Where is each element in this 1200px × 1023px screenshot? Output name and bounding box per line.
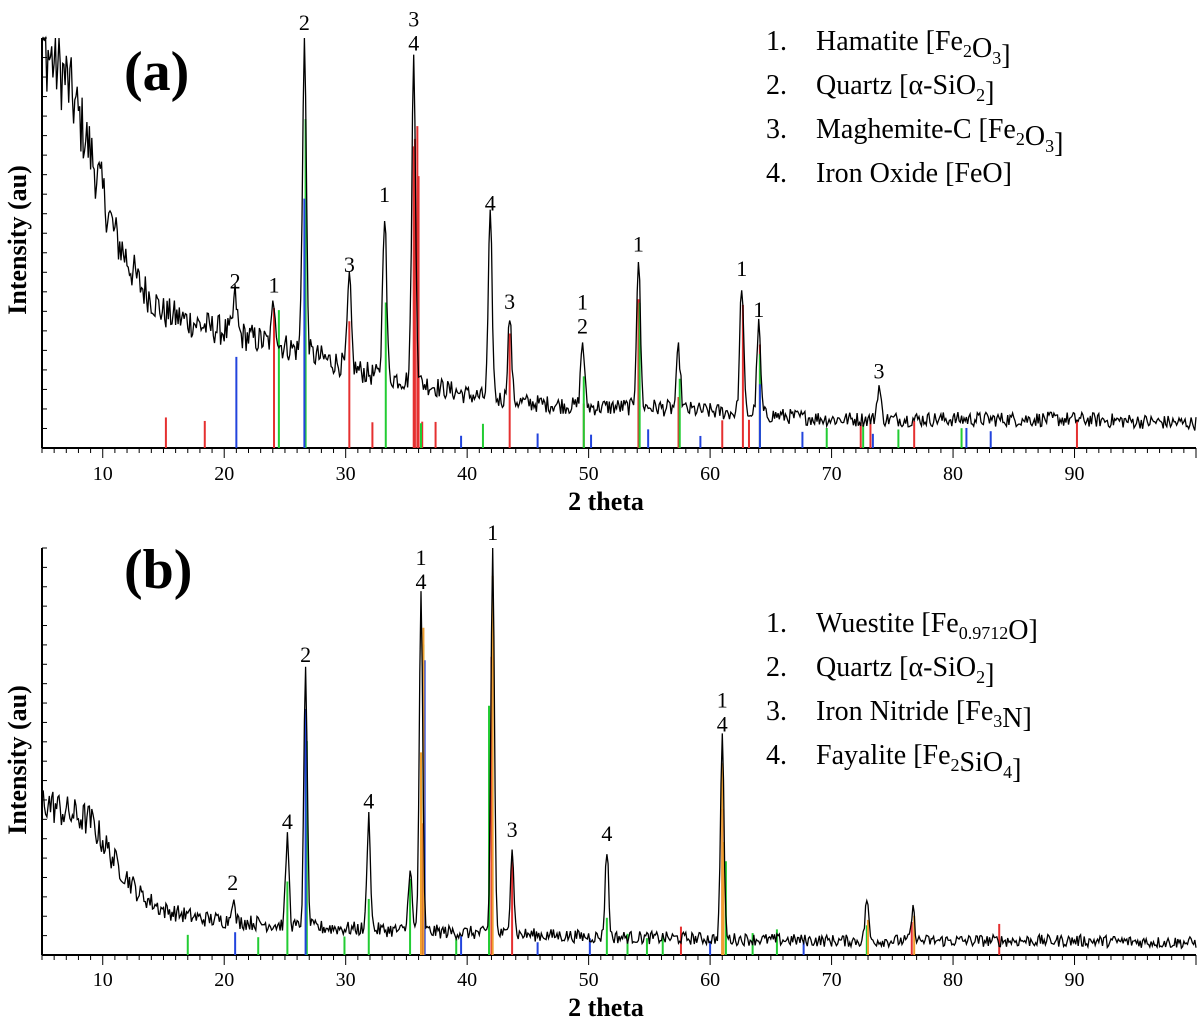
panel-b-legend: 1. Wuestite [Fe0.9712O] 2. Quartz [α-SiO2] 3… bbox=[766, 608, 1038, 785]
x-tick-label: 40 bbox=[457, 463, 477, 485]
legend-number: 3. bbox=[766, 114, 787, 145]
peak-label: 1 bbox=[577, 289, 588, 314]
legend-entry: Maghemite-C [Fe2O3] bbox=[816, 114, 1063, 159]
peak-label: 2 bbox=[299, 10, 310, 35]
peak-label: 1 bbox=[415, 545, 426, 570]
legend-number: 2. bbox=[766, 652, 787, 683]
peak-label: 1 bbox=[717, 687, 728, 712]
legend-number: 1. bbox=[766, 26, 787, 57]
peak-label: 2 bbox=[230, 268, 241, 293]
x-tick-label: 50 bbox=[579, 969, 599, 991]
legend-entry: Wuestite [Fe0.9712O] bbox=[816, 608, 1038, 646]
peak-label: 3 bbox=[504, 289, 515, 314]
panel-a-label: (a) bbox=[124, 41, 189, 103]
x-tick-label: 10 bbox=[93, 969, 113, 991]
peak-label: 4 bbox=[282, 809, 293, 834]
x-tick-label: 80 bbox=[943, 969, 963, 991]
x-tick-label: 30 bbox=[336, 463, 356, 485]
legend-number: 3. bbox=[766, 696, 787, 727]
legend-number: 4. bbox=[766, 740, 787, 771]
panel-a-legend: 1. Hamatite [Fe2O3] 2. Quartz [α-SiO2] 3. Mag… bbox=[766, 26, 1063, 189]
legend-number: 2. bbox=[766, 70, 787, 101]
peak-label: 3 bbox=[344, 252, 355, 277]
legend-entry: Quartz [α-SiO2] bbox=[816, 70, 994, 108]
panel-a-x-axis-title: 2 theta bbox=[568, 487, 644, 516]
x-tick-label: 80 bbox=[943, 463, 963, 485]
legend-entry: Hamatite [Fe2O3] bbox=[816, 26, 1011, 71]
x-tick-label: 10 bbox=[93, 463, 113, 485]
legend-entry: Iron Oxide [FeO] bbox=[816, 158, 1012, 189]
x-tick-label: 60 bbox=[700, 463, 720, 485]
peak-label: 4 bbox=[601, 821, 612, 846]
peak-label: 4 bbox=[717, 711, 728, 736]
peak-label: 3 bbox=[408, 7, 419, 32]
x-tick-label: 70 bbox=[822, 463, 842, 485]
legend-number: 1. bbox=[766, 608, 787, 639]
legend-entry: Quartz [α-SiO2] bbox=[816, 652, 994, 690]
peak-label: 4 bbox=[485, 190, 496, 215]
peak-label: 1 bbox=[269, 272, 280, 297]
x-tick-label: 70 bbox=[822, 969, 842, 991]
peak-label: 3 bbox=[507, 817, 518, 842]
panel-b-label: (b) bbox=[124, 539, 192, 601]
peak-label: 1 bbox=[633, 231, 644, 256]
peak-label: 1 bbox=[753, 297, 764, 322]
x-tick-label: 90 bbox=[1065, 463, 1085, 485]
peak-label: 2 bbox=[577, 313, 588, 338]
peak-label: 2 bbox=[300, 642, 311, 667]
x-tick-label: 90 bbox=[1065, 969, 1085, 991]
panel-a: (a) Intensity (au) 2 theta 1. Hamatite [F… bbox=[3, 7, 1197, 516]
xrd-trace bbox=[41, 547, 1197, 950]
legend-entry: Fayalite [Fe2SiO4] bbox=[816, 740, 1021, 785]
xrd-trace bbox=[41, 35, 1197, 431]
panel-b: (b) Intensity (au) 2 theta 1. Wuestite [F… bbox=[3, 520, 1197, 1022]
panel-b-y-axis-title: Intensity (au) bbox=[3, 685, 32, 835]
peak-label: 3 bbox=[873, 359, 884, 384]
legend-number: 4. bbox=[766, 158, 787, 189]
x-tick-label: 60 bbox=[700, 969, 720, 991]
peak-label: 1 bbox=[487, 520, 498, 545]
panel-b-x-axis-title: 2 theta bbox=[568, 993, 644, 1022]
peak-label: 1 bbox=[736, 256, 747, 281]
legend-entry: Iron Nitride [Fe3N] bbox=[816, 696, 1032, 734]
x-tick-label: 40 bbox=[457, 969, 477, 991]
x-tick-label: 50 bbox=[579, 463, 599, 485]
x-tick-label: 20 bbox=[214, 969, 234, 991]
panel-a-y-axis-title: Intensity (au) bbox=[3, 165, 32, 315]
x-tick-label: 30 bbox=[336, 969, 356, 991]
peak-label: 1 bbox=[379, 182, 390, 207]
x-tick-label: 20 bbox=[214, 463, 234, 485]
peak-label: 4 bbox=[415, 569, 426, 594]
peak-label: 4 bbox=[408, 31, 419, 56]
peak-label: 4 bbox=[363, 789, 374, 814]
peak-label: 2 bbox=[227, 870, 238, 895]
